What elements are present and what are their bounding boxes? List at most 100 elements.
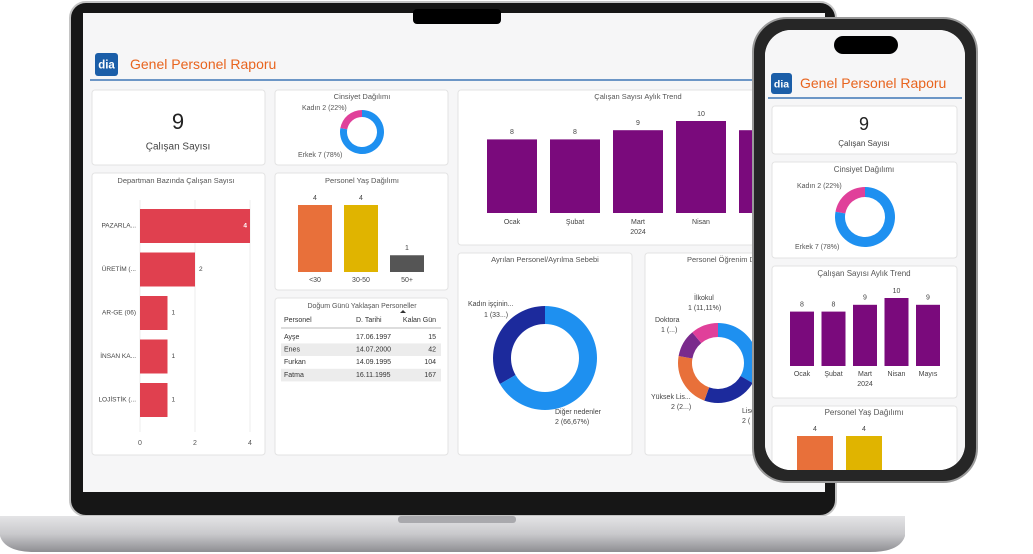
donut-segment: [835, 187, 895, 248]
table-cell: 14.07.2000: [356, 347, 391, 354]
donut-segment: [340, 110, 385, 154]
value-label: 1 (...): [661, 327, 677, 334]
bar: [140, 252, 195, 287]
bar: [550, 139, 600, 213]
table-cell: Fatma: [284, 372, 304, 379]
bar: [140, 296, 168, 330]
panel: [91, 172, 266, 456]
value-label: 2 (: [742, 418, 751, 425]
panel: [274, 89, 449, 166]
category-label: Şubat: [566, 219, 584, 226]
x-tick-label: 4: [248, 440, 252, 447]
kpi-value: 9: [859, 114, 869, 134]
category-label: Kadın işçinin...: [468, 301, 514, 308]
year-label: 2024: [857, 381, 873, 388]
value-label: 1: [172, 310, 176, 317]
table-cell: Furkan: [284, 359, 306, 366]
value-label: 9: [636, 120, 640, 127]
category-label: Ocak: [794, 371, 811, 378]
value-label: 1: [405, 245, 409, 252]
category-label: 30-50: [352, 277, 370, 284]
sort-arrow: [400, 310, 406, 313]
x-tick-label: 2: [193, 440, 197, 447]
chart-title: Cinsiyet Dağılımı: [334, 92, 391, 101]
phone-dashboard: dia Genel Personel Raporu 9 Çalışan Sayısı C…: [765, 30, 965, 532]
panel: [771, 161, 958, 259]
bar: [140, 383, 168, 417]
category-label: 50+: [401, 277, 413, 284]
table-cell: 17.06.1997: [356, 334, 391, 341]
category-label: Lise: [742, 408, 755, 415]
report-title: Genel Personel Raporu: [130, 56, 276, 72]
chart-title: Ayrılan Personel/Ayrılma Sebebi: [491, 255, 599, 264]
value-label: Kadın 2 (22%): [797, 183, 842, 190]
value-label: 4: [243, 223, 247, 230]
donut-segment: [704, 376, 753, 403]
logo: dia: [98, 60, 115, 72]
bar: [884, 298, 909, 366]
value-label: 1 (33...): [484, 312, 508, 319]
table-cell: 14.09.1995: [356, 359, 391, 366]
category-label: Mayıs: [919, 371, 938, 378]
row-stripe: [281, 343, 441, 356]
value-label: 8: [510, 129, 514, 136]
bar: [821, 311, 846, 366]
logo-box: [771, 73, 792, 94]
bar: [797, 436, 833, 470]
report-title: Genel Personel Raporu: [800, 75, 946, 91]
table-cell: 16.11.1995: [356, 372, 391, 379]
chart-title: Personel Öğrenim D: [687, 255, 756, 264]
category-label: Doktora: [655, 317, 680, 324]
value-label: 8: [573, 129, 577, 136]
table-cell: 42: [428, 347, 436, 354]
donut-segment: [678, 356, 710, 401]
category-label: AR-GE (06): [102, 310, 136, 317]
chart-title: Çalışan Sayısı Aylık Trend: [594, 92, 681, 101]
bar: [853, 304, 877, 366]
chart-title: Personel Yaş Dağılımı: [325, 176, 399, 185]
laptop-base: [0, 516, 905, 552]
panel: [771, 105, 958, 155]
bar: [790, 311, 814, 366]
category-label: 50+: [907, 525, 919, 532]
table-cell: 167: [424, 372, 436, 379]
value-label: 8: [832, 301, 836, 308]
dynamic-island: [834, 36, 898, 54]
value-label: 1: [911, 489, 915, 496]
donut-segment: [493, 306, 545, 384]
category-label: ÜRETİM (...: [102, 264, 136, 273]
category-label: Mart: [631, 219, 645, 226]
bar: [676, 121, 726, 213]
bar: [916, 304, 940, 366]
value-label: 4: [862, 426, 866, 433]
table-cell: Enes: [284, 347, 300, 354]
value-label: 8: [800, 301, 804, 308]
value-label: 1: [172, 353, 176, 360]
donut-segment: [340, 110, 362, 130]
bar: [390, 255, 424, 272]
value-label: 1 (11,11%): [688, 305, 721, 312]
value-label: 10: [697, 111, 705, 118]
bar: [613, 130, 663, 213]
category-label: Ocak: [504, 219, 521, 226]
value-label: 2: [199, 266, 203, 273]
column-header: Kalan Gün: [403, 317, 436, 324]
value-label: 10: [893, 288, 901, 295]
value-label: Erkek 7 (78%): [298, 152, 342, 159]
column-header: D. Tarihi: [356, 317, 382, 324]
value-label: 2 (66,67%): [555, 419, 589, 426]
bar: [487, 139, 537, 213]
panel: [91, 89, 266, 166]
value-label: 4: [813, 426, 817, 433]
category-label: LOJİSTİK (...: [98, 395, 136, 404]
panel: [457, 252, 633, 456]
category-label: İNSAN KA...: [100, 351, 136, 360]
value-label: 4: [313, 195, 317, 202]
kpi-label: Çalışan Sayısı: [146, 142, 210, 153]
value-label: 4: [359, 195, 363, 202]
table-cell: 104: [424, 359, 436, 366]
logo: dia: [774, 78, 789, 90]
value-label: Kadın 2 (22%): [302, 105, 347, 112]
